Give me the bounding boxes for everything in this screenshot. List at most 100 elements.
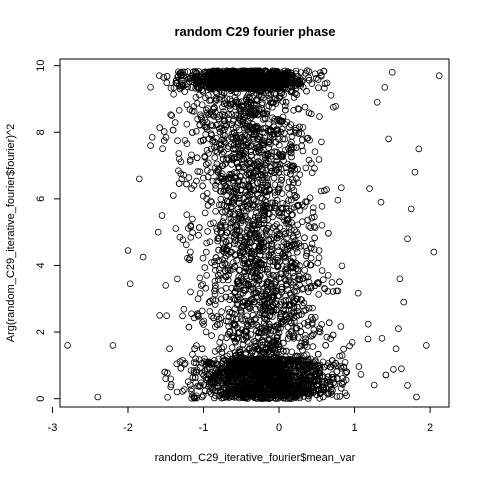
data-point: [218, 295, 225, 303]
data-point: [282, 277, 290, 284]
data-point: [196, 382, 204, 389]
data-point: [298, 339, 305, 347]
data-point: [188, 387, 195, 395]
data-point: [269, 301, 277, 309]
data-point: [230, 195, 238, 202]
data-point: [242, 212, 249, 220]
data-point: [328, 279, 336, 286]
data-point: [279, 151, 287, 158]
data-point: [265, 394, 273, 402]
data-point: [227, 219, 235, 227]
data-point: [282, 292, 289, 300]
data-point: [323, 79, 331, 87]
data-point: [256, 311, 263, 319]
data-point: [292, 324, 300, 332]
data-point: [231, 322, 239, 329]
data-point: [287, 312, 295, 319]
data-point: [303, 247, 311, 255]
data-point: [286, 124, 293, 131]
data-point: [240, 286, 248, 294]
data-point: [324, 390, 332, 398]
data-point: [269, 388, 277, 396]
data-point: [257, 125, 264, 133]
data-point: [214, 166, 222, 174]
data-point: [207, 169, 215, 176]
data-point: [249, 358, 257, 366]
data-point: [223, 239, 230, 246]
data-point: [245, 176, 253, 183]
data-point: [160, 128, 168, 135]
data-point: [288, 143, 295, 151]
data-point: [264, 393, 272, 401]
data-point: [315, 291, 323, 298]
data-point: [249, 266, 257, 274]
data-point: [203, 239, 211, 247]
data-point: [228, 382, 235, 390]
data-point: [253, 293, 261, 300]
data-point: [270, 174, 278, 182]
data-point: [298, 130, 305, 138]
data-point: [181, 360, 188, 368]
data-point: [218, 348, 226, 356]
data-point: [241, 316, 249, 323]
data-point: [364, 320, 372, 328]
data-point: [266, 96, 274, 103]
data-point: [174, 137, 181, 145]
data-point: [194, 295, 202, 303]
data-point: [252, 97, 260, 104]
data-point: [327, 92, 335, 99]
data-point: [278, 204, 286, 212]
data-point: [264, 73, 272, 81]
data-point: [227, 204, 235, 212]
data-point: [201, 153, 209, 160]
data-point: [289, 269, 297, 277]
data-point: [170, 91, 177, 98]
data-point: [293, 295, 301, 303]
data-point: [222, 224, 230, 231]
data-point: [234, 205, 242, 213]
data-point: [243, 215, 250, 223]
data-point: [199, 254, 207, 262]
data-point: [175, 107, 183, 114]
data-point: [256, 146, 263, 153]
data-point: [390, 366, 397, 373]
data-point: [216, 84, 223, 92]
data-point: [245, 267, 252, 274]
data-point: [222, 293, 230, 301]
data-point: [264, 278, 272, 286]
data-point: [222, 267, 229, 275]
data-point: [357, 371, 365, 378]
data-point: [276, 378, 283, 385]
data-point: [259, 125, 267, 132]
data-point: [194, 310, 201, 317]
data-point: [258, 74, 265, 81]
data-point: [291, 90, 299, 97]
data-point: [250, 251, 258, 258]
data-point: [227, 188, 235, 196]
data-point: [337, 184, 345, 192]
data-point: [322, 341, 329, 349]
data-point: [261, 328, 268, 336]
data-point: [322, 384, 330, 392]
data-point: [278, 190, 286, 197]
data-point: [274, 263, 282, 271]
data-point: [218, 229, 225, 237]
data-point: [309, 332, 316, 339]
data-point: [236, 266, 244, 274]
data-point: [341, 359, 349, 366]
data-point: [268, 246, 276, 254]
data-point: [202, 328, 210, 336]
data-point: [261, 161, 269, 169]
data-point: [160, 74, 167, 81]
data-point: [280, 238, 288, 246]
data-point: [223, 317, 230, 325]
data-point: [257, 239, 265, 247]
data-point: [290, 334, 298, 342]
data-point: [234, 329, 242, 336]
data-point: [225, 111, 232, 118]
data-point: [301, 320, 308, 327]
data-point: [249, 82, 256, 89]
data-point: [242, 394, 250, 401]
data-point: [290, 94, 298, 101]
data-point: [253, 125, 261, 132]
